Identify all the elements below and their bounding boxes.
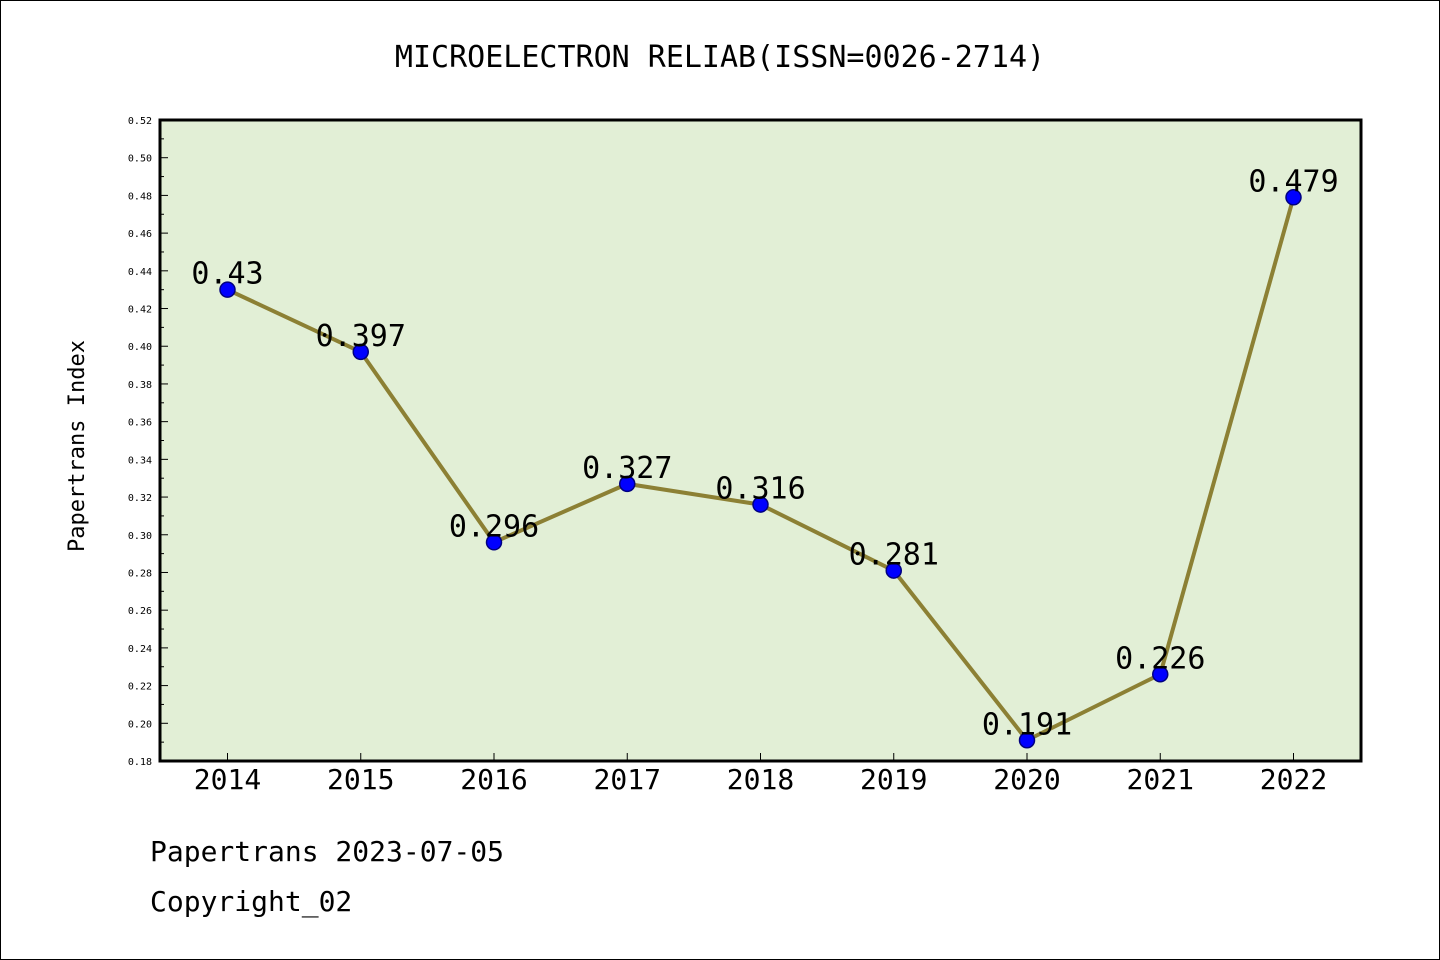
data-point-2014	[219, 281, 236, 298]
x-tick-label: 2019	[860, 763, 927, 796]
y-tick-label: 0.42	[128, 305, 152, 316]
y-tick-label: 0.50	[128, 154, 152, 165]
y-tick-label: 0.48	[128, 191, 152, 202]
data-label-2014: 0.43	[191, 257, 263, 292]
y-tick-label: 0.32	[128, 493, 152, 504]
y-tick-label: 0.36	[128, 418, 152, 429]
data-point-2018	[752, 496, 769, 513]
y-tick-label: 0.20	[128, 719, 152, 730]
y-tick-label: 0.46	[128, 229, 152, 240]
data-point-2015	[352, 343, 369, 361]
x-tick-label: 2014	[194, 763, 261, 796]
y-tick-label: 0.34	[128, 455, 152, 466]
y-tick-label: 0.28	[128, 568, 152, 579]
data-label-2018: 0.316	[715, 472, 805, 507]
data-point-2019	[885, 562, 902, 579]
data-point-2022	[1285, 189, 1302, 206]
y-tick-label: 0.22	[128, 682, 152, 693]
data-point-2017	[619, 475, 636, 493]
chart-title: MICROELECTRON RELIAB(ISSN=0026-2714)	[395, 40, 1045, 75]
footer-copyright: Copyright_02	[150, 885, 353, 918]
data-point-2021	[1152, 666, 1169, 683]
x-tick-label: 2015	[327, 763, 394, 796]
x-tick-label: 2016	[460, 763, 527, 796]
y-tick-label: 0.24	[128, 644, 152, 655]
x-tick-label: 2022	[1260, 763, 1327, 796]
y-axis: 0.18 0.20 0.22 0.24 0.26 0.28 0.30 0.32 0.34 0.36…	[128, 116, 168, 768]
data-label-2019: 0.281	[849, 538, 939, 573]
data-point-2016	[485, 534, 503, 551]
series-group	[219, 189, 1302, 749]
x-tick-label: 2021	[1127, 763, 1194, 796]
y-tick-label: 0.38	[128, 380, 152, 391]
data-label-2017: 0.327	[582, 451, 672, 486]
data-label-2020: 0.191	[982, 707, 1072, 742]
x-tick-label: 2020	[993, 763, 1060, 796]
x-axis: 2014 2015 2016 2017 2018 2019 2020 2021 2022	[194, 753, 1327, 796]
data-label-2016: 0.296	[449, 509, 539, 544]
y-tick-label: 0.30	[128, 531, 152, 542]
data-point-2020	[1018, 732, 1036, 749]
x-tick-label: 2018	[727, 763, 794, 796]
y-tick-label: 0.40	[128, 342, 152, 353]
y-axis-title: Papertrans Index	[65, 340, 90, 552]
y-tick-label: 0.44	[128, 267, 152, 278]
y-tick-label: 0.18	[128, 757, 152, 768]
y-tick-label: 0.52	[128, 116, 152, 127]
data-label-2015: 0.397	[316, 319, 406, 354]
data-label-2022: 0.479	[1248, 164, 1338, 199]
y-tick-label: 0.26	[128, 606, 152, 617]
x-tick-label: 2017	[594, 763, 661, 796]
data-label-2021: 0.226	[1115, 641, 1205, 676]
plot-area	[158, 118, 1363, 763]
footer-date-line: Papertrans 2023-07-05	[150, 835, 505, 868]
data-labels: 0.43 0.397 0.296 0.327 0.316 0.281 0.191 0.226 0…	[191, 164, 1338, 742]
